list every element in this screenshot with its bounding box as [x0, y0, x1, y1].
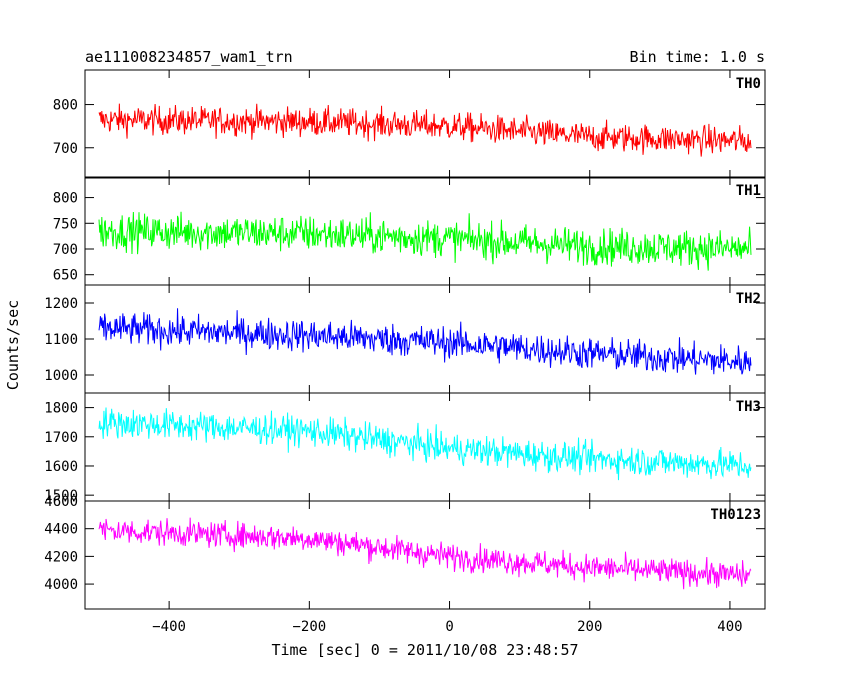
y-tick-label: 800: [53, 191, 78, 207]
y-tick-label: 1200: [44, 296, 78, 312]
series-line-th3: [98, 407, 752, 481]
x-tick-label: 200: [577, 619, 602, 635]
y-tick-label: 1800: [44, 401, 78, 417]
y-tick-label: 4000: [44, 577, 78, 593]
chart-title: ae111008234857_wam1_trn: [85, 48, 293, 66]
y-tick-label: 750: [53, 216, 78, 232]
y-tick-label: 4600: [44, 494, 78, 510]
panel-label-th1: TH1: [736, 183, 761, 199]
y-tick-label: 650: [53, 268, 78, 284]
panel-label-th0123: TH0123: [710, 507, 761, 523]
series-line-th2: [98, 308, 752, 375]
x-axis-title: Time [sec] 0 = 2011/10/08 23:48:57: [271, 641, 578, 659]
x-tick-label: 400: [717, 619, 742, 635]
y-tick-label: 700: [53, 242, 78, 258]
y-tick-label: 700: [53, 141, 78, 157]
y-tick-label: 1500: [44, 488, 78, 504]
series-line-th0: [98, 103, 752, 157]
panel-label-th0: TH0: [736, 76, 761, 92]
x-tick-label: −400: [152, 619, 186, 635]
y-tick-label: 4200: [44, 549, 78, 565]
series-line-th1: [98, 211, 752, 271]
y-tick-label: 4400: [44, 522, 78, 538]
y-tick-label: 1600: [44, 459, 78, 475]
panel-frame-th0: [84, 69, 766, 179]
y-tick-label: 800: [53, 98, 78, 114]
series-line-th0123: [98, 517, 752, 590]
x-tick-label: 0: [445, 619, 453, 635]
panel-label-th3: TH3: [736, 399, 761, 415]
y-tick-label: 1000: [44, 368, 78, 384]
x-tick-label: −200: [292, 619, 326, 635]
panel-frame-th0123: [84, 500, 766, 610]
panels-group: 700 800 TH0 650 700 750 800 TH1 1000 1100 1200 TH2 1…: [44, 69, 766, 635]
y-axis-title: Counts/sec: [4, 300, 22, 390]
y-tick-label: 1100: [44, 332, 78, 348]
panel-label-th2: TH2: [736, 291, 761, 307]
y-tick-label: 1700: [44, 430, 78, 446]
bin-time-label: Bin time: 1.0 s: [630, 48, 765, 66]
